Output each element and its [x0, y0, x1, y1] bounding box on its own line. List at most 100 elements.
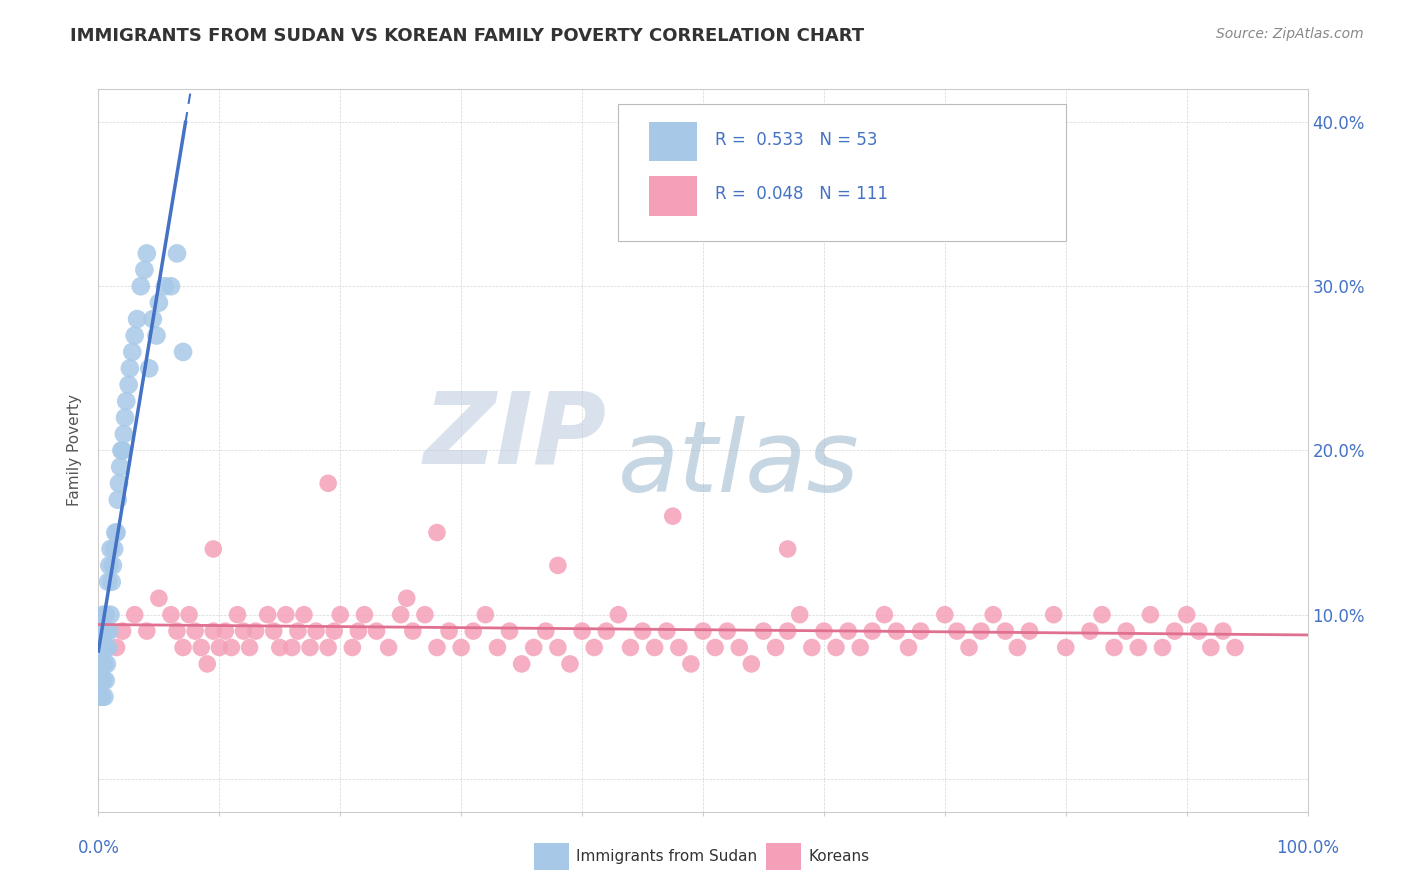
Point	[1188, 624, 1211, 639]
Point	[179, 607, 201, 622]
Point	[111, 624, 134, 639]
Point	[93, 690, 115, 704]
Point	[226, 607, 249, 622]
Point	[463, 624, 485, 639]
Point	[281, 640, 304, 655]
Point	[1018, 624, 1040, 639]
Text: R =  0.048   N = 111: R = 0.048 N = 111	[716, 185, 889, 203]
Point	[970, 624, 993, 639]
Point	[221, 640, 243, 655]
Point	[145, 328, 167, 343]
Point	[172, 640, 194, 655]
Point	[108, 459, 131, 474]
Point	[89, 690, 111, 704]
Point	[1152, 640, 1174, 655]
Point	[704, 640, 727, 655]
Point	[1054, 640, 1077, 655]
Point	[316, 640, 339, 655]
Point	[105, 525, 128, 540]
Point	[135, 246, 157, 260]
Point	[245, 624, 267, 639]
FancyBboxPatch shape	[648, 121, 697, 161]
Point	[299, 640, 322, 655]
Point	[98, 558, 121, 573]
Point	[655, 624, 678, 639]
Point	[108, 476, 131, 491]
Point	[232, 624, 254, 639]
Point	[426, 525, 449, 540]
Point	[347, 624, 370, 639]
Point	[692, 624, 714, 639]
Point	[437, 624, 460, 639]
Point	[1128, 640, 1150, 655]
Point	[825, 640, 848, 655]
Point	[94, 640, 117, 655]
Point	[547, 640, 569, 655]
Point	[886, 624, 908, 639]
Point	[134, 262, 156, 277]
Point	[97, 640, 120, 655]
Point	[100, 541, 122, 556]
Point	[510, 657, 533, 671]
Point	[946, 624, 969, 639]
Point	[90, 673, 112, 688]
Point	[153, 279, 176, 293]
Point	[239, 640, 262, 655]
Point	[450, 640, 472, 655]
Point	[849, 640, 872, 655]
FancyBboxPatch shape	[648, 176, 697, 216]
Point	[138, 361, 160, 376]
Point	[474, 607, 496, 622]
Point	[1115, 624, 1137, 639]
Y-axis label: Family Poverty: Family Poverty	[67, 394, 83, 507]
Point	[679, 657, 702, 671]
Point	[342, 640, 364, 655]
Text: IMMIGRANTS FROM SUDAN VS KOREAN FAMILY POVERTY CORRELATION CHART: IMMIGRANTS FROM SUDAN VS KOREAN FAMILY P…	[70, 27, 865, 45]
Point	[353, 607, 375, 622]
Point	[208, 640, 231, 655]
Point	[897, 640, 920, 655]
Point	[190, 640, 212, 655]
Point	[114, 410, 136, 425]
Point	[100, 607, 122, 622]
Point	[1199, 640, 1222, 655]
Point	[728, 640, 751, 655]
Point	[91, 657, 114, 671]
Text: ZIP: ZIP	[423, 387, 606, 484]
Point	[860, 624, 883, 639]
Point	[90, 640, 112, 655]
Point	[800, 640, 823, 655]
Point	[316, 476, 339, 491]
Point	[776, 541, 799, 556]
Point	[292, 607, 315, 622]
Point	[160, 607, 183, 622]
Point	[1163, 624, 1185, 639]
Point	[94, 607, 117, 622]
Point	[287, 624, 309, 639]
Point	[91, 624, 114, 639]
Point	[100, 574, 122, 589]
Point	[765, 640, 787, 655]
Point	[214, 624, 236, 639]
Point	[661, 509, 683, 524]
Point	[813, 624, 835, 639]
Point	[571, 624, 593, 639]
FancyBboxPatch shape	[619, 103, 1066, 241]
Text: Koreans: Koreans	[808, 849, 869, 863]
Point	[402, 624, 425, 639]
Point	[752, 624, 775, 639]
Point	[160, 279, 183, 293]
Point	[486, 640, 509, 655]
Point	[1078, 624, 1101, 639]
Point	[91, 607, 114, 622]
Point	[118, 361, 141, 376]
Point	[121, 345, 143, 359]
Point	[523, 640, 546, 655]
Point	[91, 640, 114, 655]
Point	[1223, 640, 1246, 655]
Point	[256, 607, 278, 622]
Point	[789, 607, 811, 622]
Point	[873, 607, 896, 622]
Point	[934, 607, 956, 622]
Point	[195, 657, 218, 671]
